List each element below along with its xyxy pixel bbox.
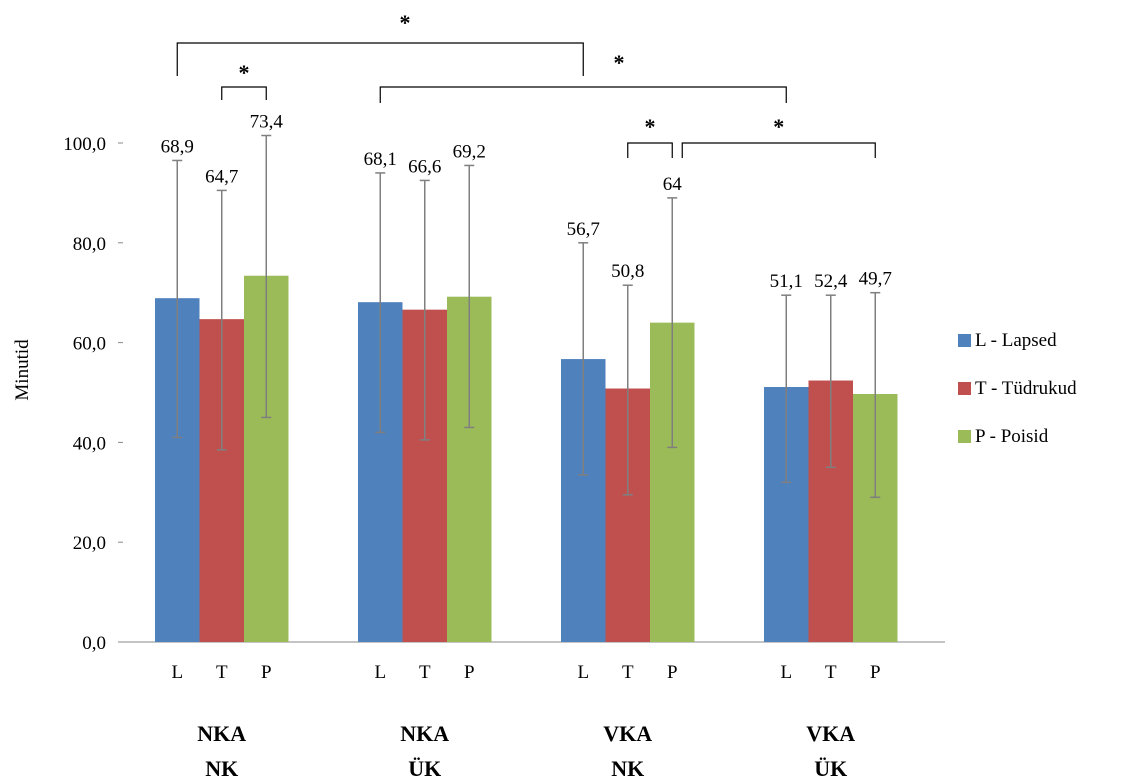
significance-brackets: * * * * * [176,10,876,158]
value-labels: 68,9 68,1 56,7 51,1 64,7 66,6 50,8 52,4 73,4 69,2… [161,112,892,293]
x-category-label: L [374,662,386,683]
data-label: 73,4 [250,112,284,133]
x-category-label: L [171,662,183,683]
y-tick-label: 40,0 [73,433,106,454]
significance-bracket [221,86,267,100]
data-label: 50,8 [611,261,644,282]
group-label-line1: VKA [603,721,652,746]
data-label: 69,2 [453,141,486,162]
legend: L - Lapsed T - Tüdrukud P - Poisid [958,330,1077,447]
y-tick-label: 100,0 [63,134,106,155]
data-label: 68,9 [161,136,194,157]
x-category-label: T [622,662,634,683]
legend-label: T - Tüdrukud [975,378,1077,399]
data-label: 64,7 [205,166,238,187]
group-label-line1: NKA [400,721,449,746]
x-category-label: P [261,662,272,683]
x-axis-labels: L T P NKA NK L T P NKA ÜK L T P VKA NK L T P VKA ÜK [171,662,880,781]
significance-marker: * [400,10,411,35]
significance-bracket [379,86,787,103]
significance-marker: * [645,114,656,139]
x-category-label: T [419,662,431,683]
significance-marker: * [773,114,784,139]
data-label: 68,1 [364,149,397,170]
x-category-label: P [464,662,475,683]
legend-swatch [958,382,971,395]
data-label: 52,4 [814,271,848,292]
group-label-line1: NKA [197,721,246,746]
group-label-line2: NK [611,756,644,781]
legend-label: P - Poisid [975,426,1049,447]
significance-marker: * [239,60,250,85]
data-label: 49,7 [859,269,892,290]
y-tick-label: 80,0 [73,234,106,255]
y-axis-title: Minutid [12,339,33,401]
y-tick-label: 0,0 [82,633,106,654]
data-label: 66,6 [408,156,441,177]
group-label-line2: NK [205,756,238,781]
error-bars [172,134,881,499]
legend-swatch [958,334,971,347]
x-category-label: L [577,662,589,683]
legend-label: L - Lapsed [975,330,1057,351]
group-label-line1: VKA [806,721,855,746]
legend-swatch [958,430,971,443]
x-category-label: T [825,662,837,683]
bars [155,275,898,642]
x-category-label: L [780,662,792,683]
significance-marker: * [614,50,625,75]
group-label-line2: ÜK [814,756,847,781]
data-label: 51,1 [770,271,803,292]
group-label-line2: ÜK [408,756,441,781]
y-tick-label: 20,0 [73,533,106,554]
significance-bracket [627,142,673,158]
x-category-label: P [870,662,881,683]
x-category-label: P [667,662,678,683]
significance-bracket [176,42,584,76]
data-label: 56,7 [567,219,600,240]
x-category-label: T [216,662,228,683]
significance-bracket [681,142,876,158]
axes: 0,0 20,0 40,0 60,0 80,0 100,0 [63,134,945,654]
y-tick-label: 60,0 [73,334,106,355]
data-label: 64 [663,174,683,195]
